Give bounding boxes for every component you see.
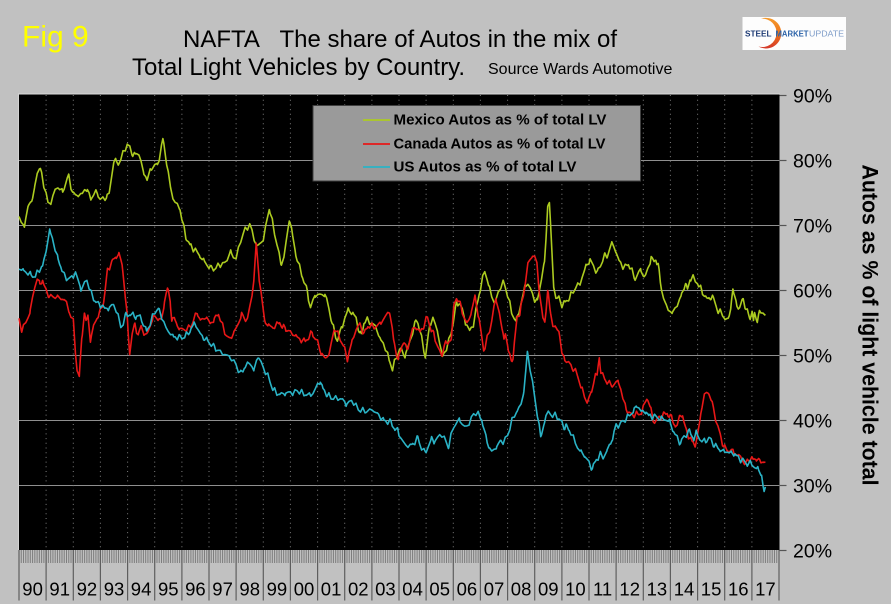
svg-text:10: 10: [565, 579, 586, 600]
svg-text:12: 12: [619, 579, 640, 600]
svg-text:30%: 30%: [793, 475, 832, 497]
svg-text:94: 94: [131, 579, 152, 600]
svg-text:70%: 70%: [793, 215, 832, 237]
svg-text:Source Wards Automotive: Source Wards Automotive: [488, 61, 672, 78]
svg-text:NAFTA The share of Autos in: NAFTA The share of Autos in the mix of: [183, 26, 617, 53]
svg-text:93: 93: [104, 579, 125, 600]
svg-text:16: 16: [728, 579, 749, 600]
svg-text:14: 14: [674, 579, 695, 600]
svg-text:08: 08: [511, 579, 532, 600]
svg-text:90: 90: [22, 579, 43, 600]
svg-text:15: 15: [701, 579, 722, 600]
svg-text:05: 05: [429, 579, 450, 600]
svg-text:Mexico Autos as % of total LV: Mexico Autos as % of total LV: [394, 112, 608, 129]
svg-text:06: 06: [457, 579, 478, 600]
svg-text:Canada Autos as % of total LV: Canada Autos as % of total LV: [394, 136, 607, 153]
svg-text:90%: 90%: [793, 85, 832, 107]
svg-text:Total Light Vehicles by Countr: Total Light Vehicles by Country.: [132, 54, 465, 81]
svg-text:60%: 60%: [793, 280, 832, 302]
svg-text:92: 92: [77, 579, 98, 600]
svg-text:91: 91: [49, 579, 70, 600]
svg-text:02: 02: [348, 579, 369, 600]
svg-text:98: 98: [239, 579, 260, 600]
svg-text:Autos as % of light vehicle to: Autos as % of light vehicle total: [858, 165, 883, 486]
svg-text:01: 01: [321, 579, 342, 600]
svg-text:US Autos as % of total LV: US Autos as % of total LV: [394, 159, 578, 176]
svg-text:UPDATE: UPDATE: [809, 30, 844, 39]
svg-text:13: 13: [647, 579, 668, 600]
svg-text:03: 03: [375, 579, 396, 600]
svg-text:50%: 50%: [793, 345, 832, 367]
svg-text:99: 99: [267, 579, 288, 600]
svg-text:MARKET: MARKET: [776, 30, 809, 39]
svg-text:11: 11: [593, 579, 612, 600]
svg-text:04: 04: [402, 579, 423, 600]
svg-text:07: 07: [484, 579, 505, 600]
svg-text:STEEL: STEEL: [745, 30, 772, 39]
svg-text:00: 00: [294, 579, 315, 600]
svg-text:95: 95: [158, 579, 179, 600]
svg-text:96: 96: [185, 579, 206, 600]
svg-text:80%: 80%: [793, 150, 832, 172]
svg-text:09: 09: [538, 579, 559, 600]
svg-text:40%: 40%: [793, 410, 832, 432]
svg-text:Fig 9: Fig 9: [22, 21, 89, 54]
svg-text:97: 97: [212, 579, 233, 600]
svg-text:17: 17: [755, 579, 776, 600]
svg-text:20%: 20%: [793, 540, 832, 562]
